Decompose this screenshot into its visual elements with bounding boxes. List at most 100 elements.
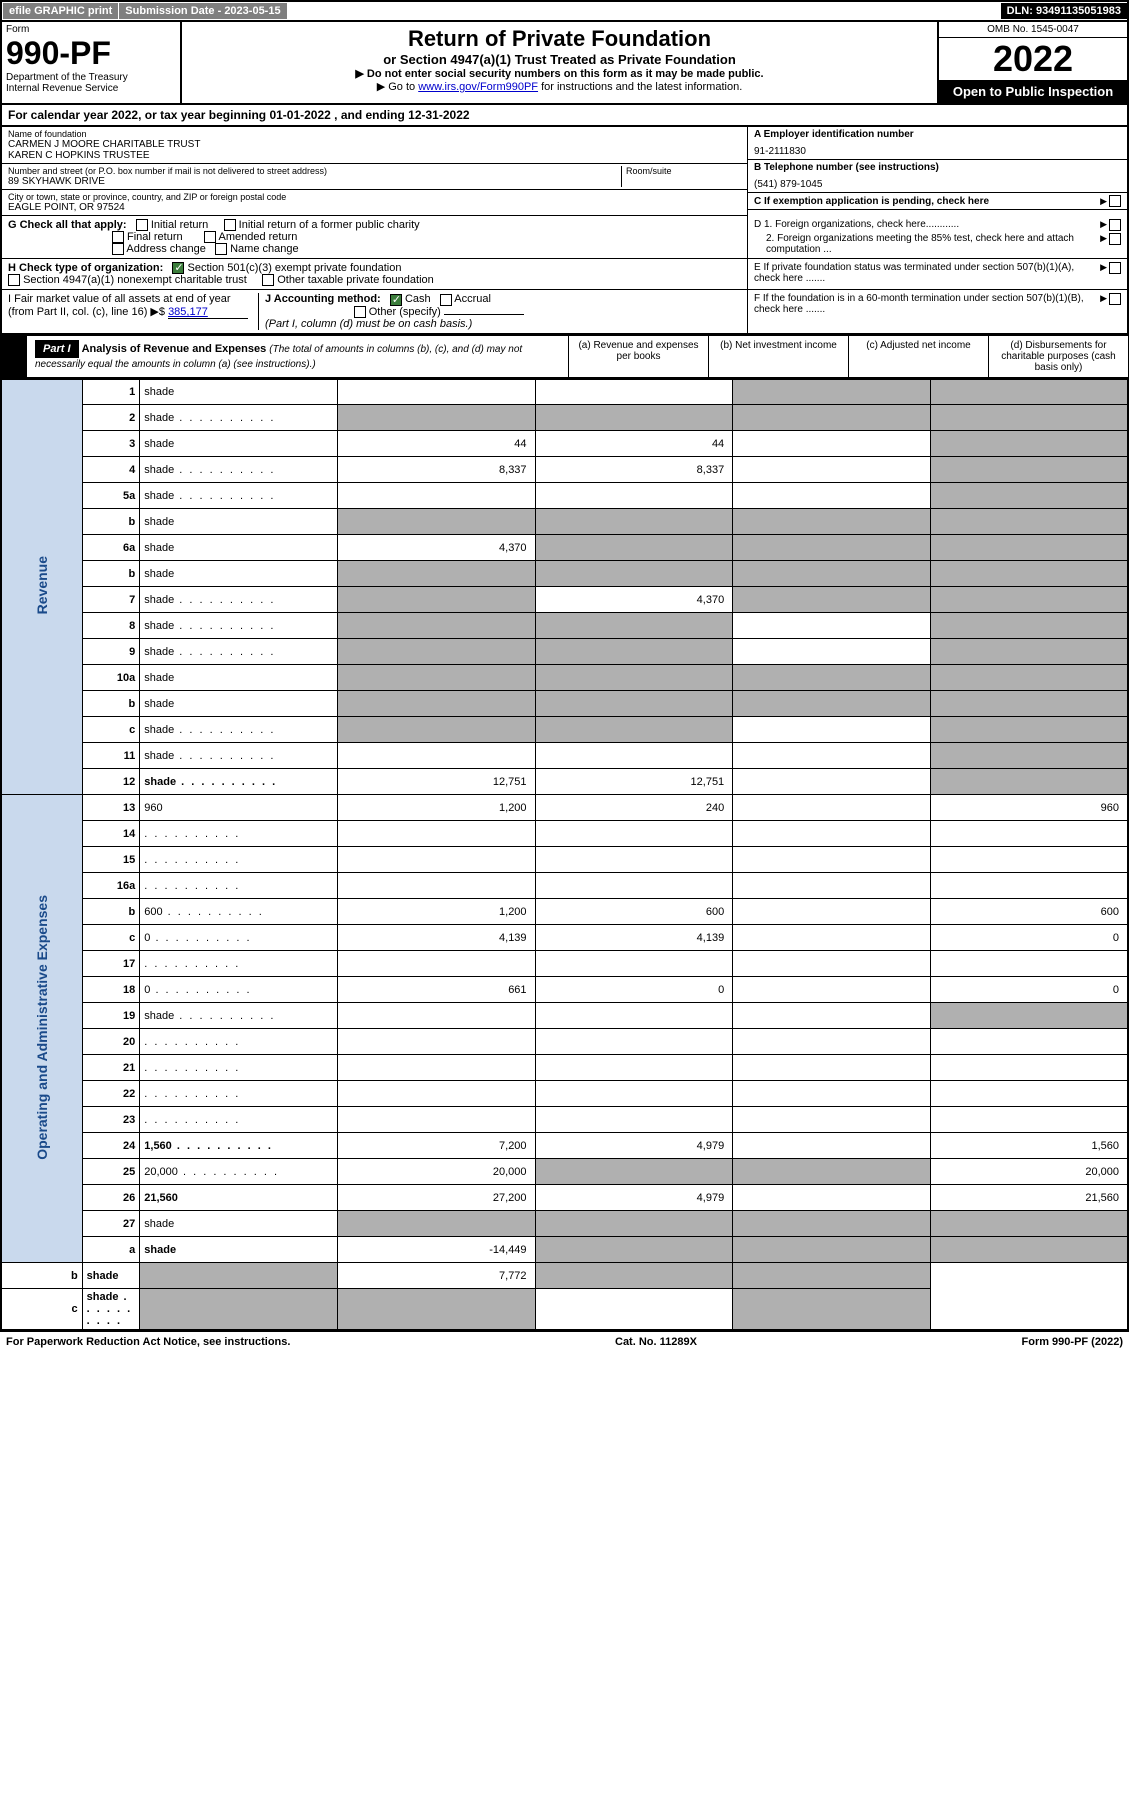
amt-a: 1,200	[337, 795, 535, 821]
row-desc: shade	[140, 743, 338, 769]
form-number: 990-PF	[6, 35, 176, 72]
footer-mid: Cat. No. 11289X	[615, 1336, 697, 1348]
amt-b	[535, 1107, 733, 1133]
city-label: City or town, state or province, country…	[8, 192, 741, 202]
d2-cb[interactable]	[1109, 233, 1121, 245]
row-num: 2	[82, 405, 140, 431]
name-label: Name of foundation	[8, 129, 741, 139]
h-label: H Check type of organization:	[8, 262, 163, 274]
h-4947-cb[interactable]	[8, 274, 20, 286]
amt-d: 0	[930, 925, 1128, 951]
amt-d	[930, 587, 1128, 613]
table-row: cshade	[1, 1289, 1128, 1331]
amt-d: 0	[930, 977, 1128, 1003]
row-desc	[140, 1029, 338, 1055]
g-label: G Check all that apply:	[8, 219, 127, 231]
row-desc: shade	[140, 509, 338, 535]
part1-title: Analysis of Revenue and Expenses	[82, 343, 267, 355]
table-row: 17	[1, 951, 1128, 977]
g-name-cb[interactable]	[215, 243, 227, 255]
amt-b	[535, 1237, 733, 1263]
j-accrual-cb[interactable]	[440, 294, 452, 306]
amt-c	[733, 795, 931, 821]
h-other-cb[interactable]	[262, 274, 274, 286]
amt-d	[930, 379, 1128, 405]
d1-cb[interactable]	[1109, 219, 1121, 231]
amt-c	[733, 1107, 931, 1133]
city: EAGLE POINT, OR 97524	[8, 202, 741, 213]
e-cb[interactable]	[1109, 262, 1121, 274]
efile-btn[interactable]: efile GRAPHIC print	[3, 3, 118, 19]
row-desc: 1,560	[140, 1133, 338, 1159]
row-num: 24	[82, 1133, 140, 1159]
amt-c	[733, 379, 931, 405]
row-desc	[140, 873, 338, 899]
amt-d	[930, 483, 1128, 509]
row-desc: shade	[140, 483, 338, 509]
amt-c	[733, 1055, 931, 1081]
amt-a	[337, 1081, 535, 1107]
g-initial-cb[interactable]	[136, 219, 148, 231]
col-d-hdr: (d) Disbursements for charitable purpose…	[988, 336, 1128, 377]
amt-d	[930, 743, 1128, 769]
col-b-hdr: (b) Net investment income	[708, 336, 848, 377]
amt-a	[337, 717, 535, 743]
f-cb[interactable]	[1109, 293, 1121, 305]
table-row: ashade-14,449	[1, 1237, 1128, 1263]
d2-label: 2. Foreign organizations meeting the 85%…	[754, 233, 1100, 255]
g-address-cb[interactable]	[112, 243, 124, 255]
amt-c	[733, 899, 931, 925]
amt-d	[930, 717, 1128, 743]
table-row: 8shade	[1, 613, 1128, 639]
top-bar: efile GRAPHIC print Submission Date - 20…	[0, 0, 1129, 22]
amt-c	[733, 977, 931, 1003]
amt-a	[337, 1029, 535, 1055]
row-desc: shade	[140, 1003, 338, 1029]
i-value[interactable]: 385,177	[168, 306, 248, 319]
row-desc: shade	[140, 717, 338, 743]
amt-a	[140, 1289, 338, 1331]
row-num: 10a	[82, 665, 140, 691]
amt-b	[535, 1211, 733, 1237]
part1-header: Part I Analysis of Revenue and Expenses …	[0, 335, 1129, 378]
table-row: 22	[1, 1081, 1128, 1107]
amt-c	[733, 691, 931, 717]
table-row: 2520,00020,00020,000	[1, 1159, 1128, 1185]
irs-link[interactable]: www.irs.gov/Form990PF	[418, 81, 538, 93]
footer: For Paperwork Reduction Act Notice, see …	[0, 1331, 1129, 1352]
row-desc: shade	[140, 561, 338, 587]
row-num: 14	[82, 821, 140, 847]
row-num: 9	[82, 639, 140, 665]
amt-a	[337, 847, 535, 873]
table-row: Operating and Administrative Expenses139…	[1, 795, 1128, 821]
table-row: 18066100	[1, 977, 1128, 1003]
amt-b	[535, 379, 733, 405]
h-501-cb[interactable]	[172, 262, 184, 274]
amt-a	[337, 405, 535, 431]
c-checkbox[interactable]	[1109, 195, 1121, 207]
j-cash-cb[interactable]	[390, 294, 402, 306]
g-former-cb[interactable]	[224, 219, 236, 231]
row-desc: shade	[140, 431, 338, 457]
row-num: 18	[82, 977, 140, 1003]
amt-c	[733, 1133, 931, 1159]
amt-c	[733, 587, 931, 613]
table-row: 16a	[1, 873, 1128, 899]
info-grid: Name of foundation CARMEN J MOORE CHARIT…	[0, 127, 1129, 216]
table-row: b6001,200600600	[1, 899, 1128, 925]
c-label: C If exemption application is pending, c…	[754, 196, 1100, 207]
g-final-cb[interactable]	[112, 231, 124, 243]
amt-a	[337, 379, 535, 405]
amt-b: 4,370	[535, 587, 733, 613]
amt-d	[930, 535, 1128, 561]
table-row: 6ashade4,370	[1, 535, 1128, 561]
g-amended-cb[interactable]	[204, 231, 216, 243]
amt-d	[930, 691, 1128, 717]
j-other-cb[interactable]	[354, 306, 366, 318]
amt-c	[733, 951, 931, 977]
row-num: 22	[82, 1081, 140, 1107]
phone: (541) 879-1045	[754, 173, 1121, 190]
row-num: a	[82, 1237, 140, 1263]
amt-b	[535, 1081, 733, 1107]
amt-c	[733, 639, 931, 665]
